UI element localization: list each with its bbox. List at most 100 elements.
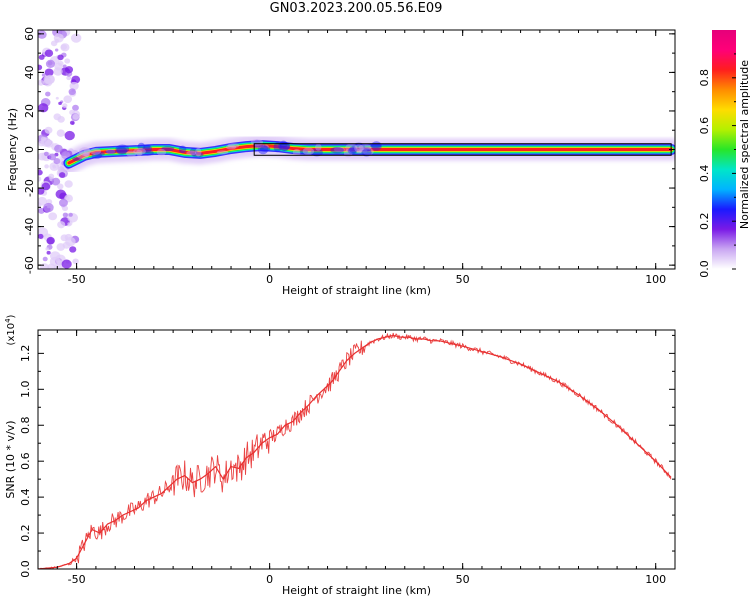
noise-blob: [60, 43, 70, 52]
ridge-blob: [349, 146, 357, 153]
noise-blob: [38, 30, 47, 39]
ridge-blob: [250, 139, 264, 146]
colorbar-tick-label: 0.0: [698, 260, 711, 278]
noise-blob: [38, 169, 43, 176]
noise-blob: [38, 103, 49, 113]
y-tick-label: 0.8: [19, 416, 32, 434]
ridge-blob: [76, 151, 89, 160]
snr-axes-frame: [37, 329, 676, 570]
ridge-blob: [333, 146, 346, 153]
noise-blob: [38, 202, 42, 208]
noise-blob: [44, 49, 54, 57]
ridge-blob: [133, 147, 146, 155]
noise-blob: [56, 129, 65, 137]
noise-blob: [64, 180, 73, 188]
ridge-blob: [361, 148, 372, 157]
ridge-blob: [186, 150, 197, 156]
colorbar: 0.0 0.2 0.4 0.6 0.8 Normalized spectral ampl…: [698, 30, 750, 278]
ridge-blob: [279, 140, 288, 148]
snr-panel: -50 0 50 100 0.0 0.2 0.4 0.6 0.8 1.0 1.2 Height of…: [4, 314, 676, 597]
ridge-blob: [358, 144, 373, 151]
x-tick-label: 50: [456, 273, 470, 286]
noise-blob: [58, 61, 64, 66]
ridge-blob: [195, 147, 202, 157]
noise-blob: [68, 88, 76, 96]
ridge-blob: [302, 147, 315, 155]
noise-blob: [53, 113, 62, 121]
ridge-blob: [72, 156, 83, 162]
noise-blob: [45, 59, 56, 69]
ridge-blob: [330, 147, 344, 154]
noise-blob: [48, 173, 55, 179]
noise-blob: [55, 189, 67, 199]
ridge-blob: [136, 149, 143, 157]
y-tick-label: -60: [23, 256, 36, 274]
noise-blob: [64, 58, 71, 64]
noise-blob: [65, 236, 76, 247]
ridge-blob: [106, 148, 116, 154]
ridge-blob: [137, 142, 146, 151]
noise-blob: [40, 137, 52, 147]
noise-blob: [41, 182, 51, 191]
ridge-blob: [105, 149, 117, 154]
noise-blob: [53, 67, 63, 76]
ridge-blob: [360, 146, 372, 152]
ridge-blob: [78, 147, 91, 156]
y-tick-label: -20: [23, 179, 36, 197]
noise-blob: [62, 212, 68, 218]
ridge-blob: [83, 148, 91, 155]
ridge-blob: [370, 143, 382, 149]
x-tick-label: 50: [456, 573, 470, 586]
noise-blob: [42, 256, 48, 262]
snr-line: [38, 334, 672, 569]
y-tick-label: 0.2: [19, 524, 32, 542]
colorbar-tick-label: 0.6: [698, 117, 711, 135]
noise-blob: [66, 75, 72, 81]
y-tick-label: 0: [23, 146, 36, 153]
noise-blob: [38, 79, 45, 86]
ridge-blob: [227, 143, 240, 149]
noise-blob: [43, 78, 53, 87]
ridge-blob: [273, 142, 282, 153]
noise-blob: [64, 66, 74, 74]
spectrogram-x-axis-label: Height of straight line (km): [282, 284, 431, 297]
ridge-blob: [91, 152, 103, 159]
noise-blob: [48, 153, 57, 161]
ridge-blob: [358, 148, 368, 154]
ridge-blob: [116, 146, 128, 155]
spectrogram-panel: -50 0 50 100 60 40 20 0 -20 -40 -60 Height of stra…: [6, 27, 676, 297]
snr-y-axis-label: SNR (10 * v/v): [4, 420, 17, 498]
snr-ticks: -50 0 50 100 0.0 0.2 0.4 0.6 0.8 1.0 1.2: [19, 330, 676, 586]
noise-blob: [44, 126, 53, 134]
spectrogram-ticks: -50 0 50 100 60 40 20 0 -20 -40 -60: [23, 27, 676, 286]
noise-blob: [41, 73, 46, 77]
y-tick-label: 0.0: [19, 560, 32, 578]
noise-blob: [68, 212, 73, 217]
ridge-blob: [189, 147, 198, 156]
ridge-blob: [262, 144, 269, 150]
snr-x-axis-label: Height of straight line (km): [282, 584, 431, 597]
ridge-blob: [315, 143, 322, 151]
ridge-blob: [354, 144, 364, 153]
ridge-blob: [279, 142, 290, 151]
ridge-blob: [259, 146, 271, 152]
noise-blob: [72, 258, 79, 265]
noise-blob: [69, 120, 75, 125]
ridge-blob: [178, 145, 187, 154]
noise-blob: [38, 233, 44, 239]
x-tick-label: 0: [266, 573, 273, 586]
noise-blob: [62, 103, 68, 108]
ridge-blob: [345, 143, 358, 153]
noise-blob: [54, 48, 59, 52]
ridge-blob: [156, 148, 167, 156]
ridge-blob: [141, 150, 154, 156]
colorbar-ticks: 0.0 0.2 0.4 0.6 0.8: [698, 53, 736, 278]
noise-blob: [62, 64, 67, 68]
ridge-blob: [126, 150, 137, 157]
x-tick-label: -50: [68, 573, 86, 586]
noise-blob: [58, 101, 62, 106]
ridge-blob: [144, 145, 151, 150]
noise-blob: [44, 164, 49, 169]
x-tick-label: 100: [645, 273, 666, 286]
figure-title: GN03.2023.200.05.56.E09: [269, 1, 443, 16]
